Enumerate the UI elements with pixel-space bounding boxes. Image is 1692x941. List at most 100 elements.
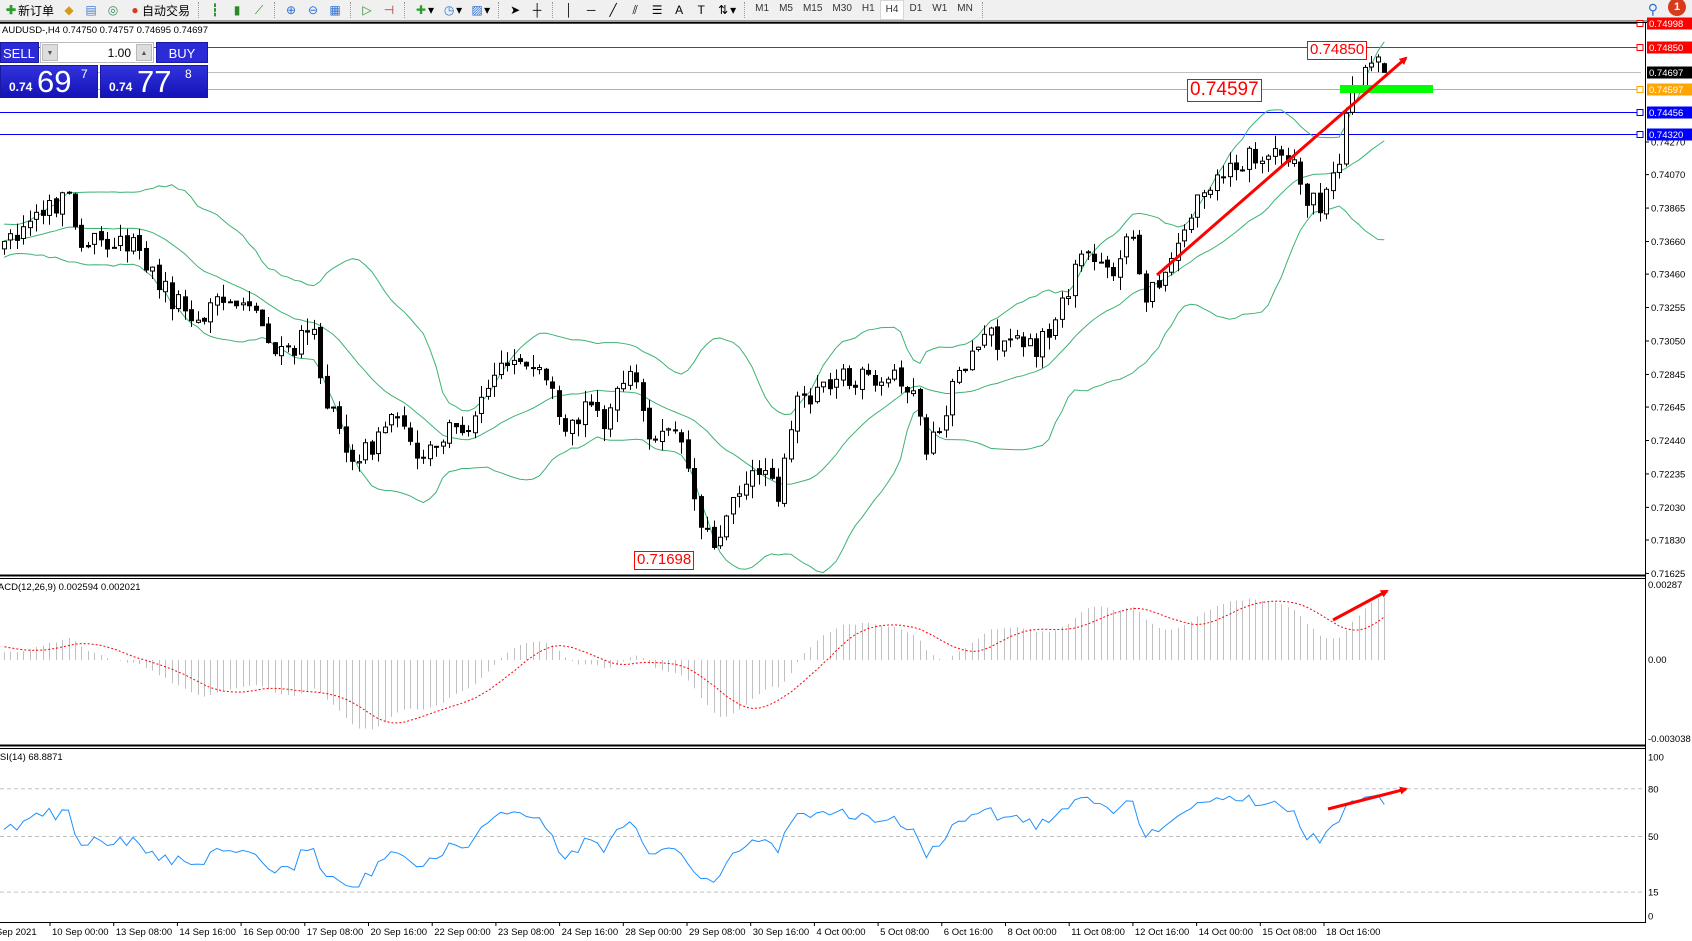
candle-chart-button[interactable]: ▮	[226, 1, 248, 19]
text-icon: A	[675, 3, 684, 17]
candle-body	[105, 238, 110, 250]
search-icon[interactable]: ⚲	[1647, 1, 1658, 17]
candle-body	[757, 468, 762, 475]
auto-scroll-icon: ▷	[362, 3, 372, 17]
metaeditor-button[interactable]: ◆	[58, 1, 80, 19]
new-order-button[interactable]: ✚ 新订单	[0, 1, 58, 19]
macd-signal-line	[4, 600, 1385, 724]
bar-chart-button[interactable]: ┇	[204, 1, 226, 19]
candle	[512, 349, 517, 375]
lot-size-input[interactable]: ▼ 1.00 ▲	[40, 42, 154, 63]
candle	[208, 298, 213, 333]
candle-body	[666, 428, 671, 431]
candle-body	[344, 426, 349, 453]
signals-button[interactable]: ◎	[102, 1, 124, 19]
candle	[1028, 333, 1033, 347]
sell-button[interactable]: SELL	[0, 42, 39, 63]
chart-shift-button[interactable]: ⊣	[378, 1, 400, 19]
candle-body	[847, 368, 852, 386]
candle-body	[1092, 253, 1097, 263]
templates-button[interactable]: ▨ ▾	[471, 3, 491, 17]
candle	[1292, 149, 1297, 167]
timeframe-m5[interactable]: M5	[779, 3, 793, 14]
candle-body	[454, 423, 459, 428]
buy-button[interactable]: BUY	[156, 42, 208, 63]
history-button[interactable]: ▤	[80, 1, 102, 19]
level-handle[interactable]	[1636, 86, 1644, 93]
price-tick-label: 0.73660	[1651, 237, 1685, 248]
zoom-out-button[interactable]: ⊖	[302, 1, 324, 19]
timeframe-m1[interactable]: M1	[755, 3, 770, 14]
candle	[383, 421, 388, 434]
candle-body	[982, 333, 987, 346]
cursor-button[interactable]: ➤	[504, 1, 526, 19]
candle	[273, 342, 278, 357]
candle-body	[8, 233, 13, 241]
notification-badge[interactable]: 1	[1668, 0, 1686, 16]
time-axis[interactable]: 9 Sep 2021 10 Sep 00:00 13 Sep 08:00 14 Sep…	[0, 922, 1380, 938]
candle	[1189, 213, 1194, 234]
trendline-button[interactable]: ╱	[602, 1, 624, 19]
timeframe-h1[interactable]: H1	[861, 3, 875, 14]
tile-windows-button[interactable]: ▦	[324, 1, 346, 19]
candle	[718, 525, 723, 549]
timeframe-h4[interactable]: H4	[879, 0, 905, 20]
price-axis[interactable]: 0.74270 0.74070 0.73865 0.73660 0.73460 0.732…	[1645, 17, 1692, 923]
level-handle[interactable]	[1636, 109, 1644, 116]
buy-price-prefix: 0.74	[109, 80, 133, 94]
candle-body	[744, 483, 749, 496]
price-tick-label: 0.73460	[1651, 270, 1685, 281]
candle-body	[254, 305, 259, 311]
candle-body	[937, 431, 942, 434]
candle	[1273, 135, 1278, 165]
candle	[1111, 262, 1116, 282]
candle	[1060, 291, 1065, 328]
candle-body	[1176, 242, 1181, 261]
time-tick-label: 23 Sep 08:00	[498, 927, 555, 938]
periods-button[interactable]: ◷ ▾	[443, 3, 463, 17]
line-chart-button[interactable]: ⟋	[248, 1, 270, 19]
timeframe-w1[interactable]: W1	[932, 3, 948, 14]
candle-body	[1221, 176, 1226, 179]
candle-body	[589, 401, 594, 406]
level-handle[interactable]	[1636, 20, 1644, 27]
candle	[911, 378, 916, 397]
horizontal-line-button[interactable]: ─	[580, 1, 602, 19]
candle-body	[866, 369, 871, 375]
candle	[305, 318, 310, 346]
candle	[486, 379, 491, 400]
sell-price-button[interactable]: 0.74 69 7	[0, 64, 98, 99]
text-label-button[interactable]: T	[690, 1, 712, 19]
timeframe-d1[interactable]: D1	[909, 3, 923, 14]
auto-scroll-button[interactable]: ▷	[356, 1, 378, 19]
candle	[841, 364, 846, 387]
arrows-button[interactable]: ⇅ ▾	[718, 3, 737, 17]
crosshair-button[interactable]: ┼	[526, 1, 548, 19]
channel-button[interactable]: ⫽	[624, 1, 646, 19]
level-handle[interactable]	[1636, 44, 1644, 51]
lot-decrease-button[interactable]: ▼	[42, 44, 58, 61]
indicators-button[interactable]: ✚ ▾	[416, 3, 435, 17]
candle-body	[1260, 160, 1265, 164]
fibonacci-button[interactable]: ☰	[646, 1, 668, 19]
candle-body	[537, 367, 542, 371]
lot-increase-button[interactable]: ▲	[136, 44, 152, 61]
timeframe-mn[interactable]: MN	[957, 3, 973, 14]
buy-price-button[interactable]: 0.74 77 8	[100, 64, 208, 99]
candle	[1144, 270, 1149, 312]
timeframe-m30[interactable]: M30	[832, 3, 852, 14]
level-handle[interactable]	[1636, 131, 1644, 138]
candle-body	[92, 232, 97, 245]
candle-body	[789, 429, 794, 460]
candle	[292, 345, 297, 365]
zoom-in-button[interactable]: ⊕	[280, 1, 302, 19]
candle-body	[1247, 147, 1252, 170]
vertical-line-button[interactable]: │	[558, 1, 580, 19]
candle-body	[1318, 192, 1323, 214]
text-button[interactable]: A	[668, 1, 690, 19]
candle-body	[1253, 148, 1258, 164]
auto-trading-button[interactable]: ● 自动交易	[124, 1, 194, 19]
candle	[395, 412, 400, 428]
timeframe-m15[interactable]: M15	[802, 3, 823, 14]
